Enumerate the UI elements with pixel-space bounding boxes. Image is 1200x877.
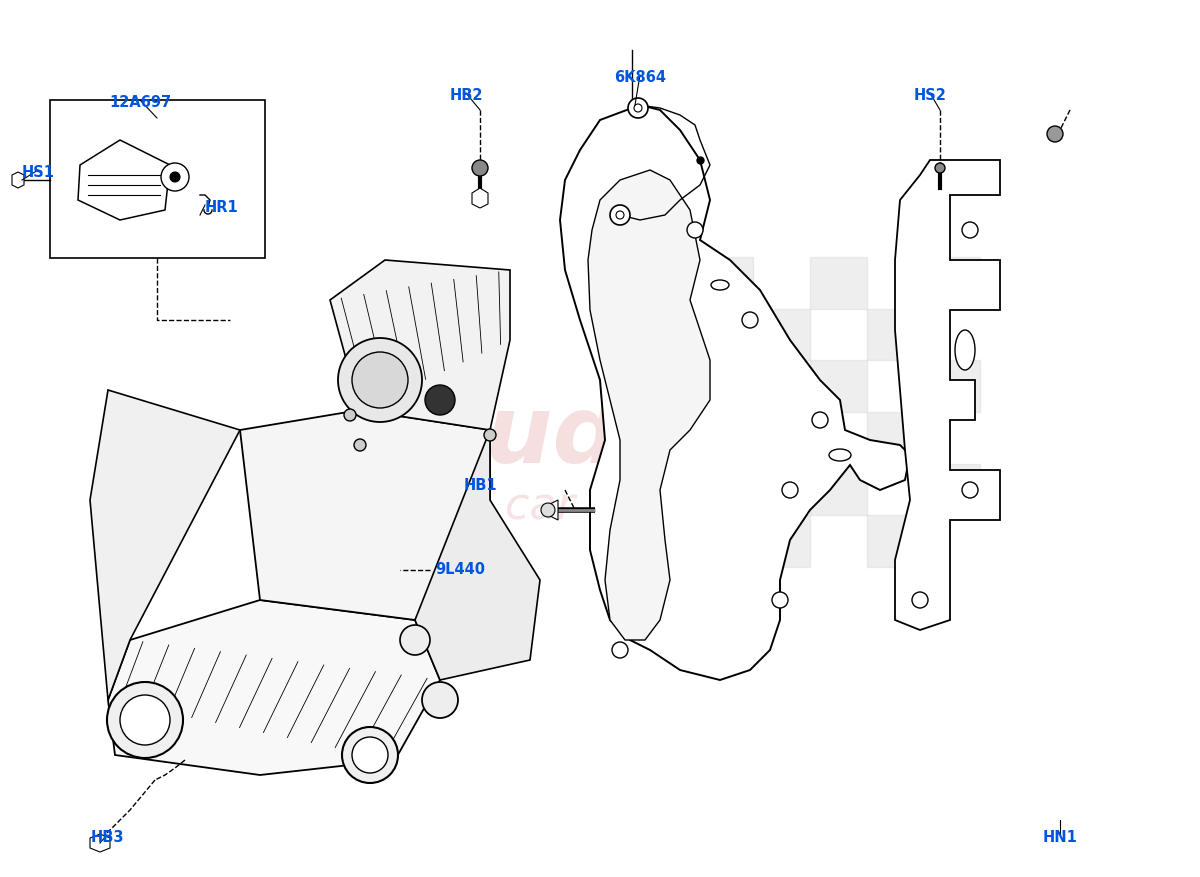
Text: 6K864: 6K864 — [614, 70, 666, 85]
Circle shape — [616, 211, 624, 219]
Text: HS1: HS1 — [22, 165, 54, 180]
Polygon shape — [90, 390, 240, 700]
Polygon shape — [330, 260, 510, 430]
Circle shape — [352, 737, 388, 773]
Polygon shape — [472, 188, 488, 208]
Bar — [697, 257, 754, 309]
Circle shape — [610, 205, 630, 225]
Circle shape — [962, 482, 978, 498]
Bar — [640, 412, 697, 464]
Ellipse shape — [710, 280, 730, 290]
Bar — [810, 257, 866, 309]
Bar — [866, 516, 923, 567]
Ellipse shape — [829, 449, 851, 461]
Circle shape — [95, 838, 106, 848]
Circle shape — [338, 338, 422, 422]
Bar — [754, 412, 810, 464]
Circle shape — [782, 482, 798, 498]
Circle shape — [935, 163, 946, 173]
Text: car  part: car part — [505, 486, 695, 529]
Circle shape — [425, 385, 455, 415]
Bar — [697, 464, 754, 516]
Text: HR1: HR1 — [205, 200, 239, 215]
Circle shape — [472, 160, 488, 176]
Bar — [640, 309, 697, 360]
Text: scuderia: scuderia — [373, 391, 827, 483]
Text: 12A697: 12A697 — [109, 95, 172, 110]
Text: HB2: HB2 — [449, 88, 482, 103]
Text: HB3: HB3 — [90, 830, 124, 845]
Circle shape — [170, 172, 180, 182]
Circle shape — [1046, 126, 1063, 142]
Bar — [50, 100, 265, 258]
Circle shape — [342, 727, 398, 783]
Circle shape — [772, 592, 788, 608]
Bar — [810, 464, 866, 516]
Polygon shape — [240, 410, 490, 620]
Polygon shape — [12, 172, 24, 188]
Bar — [866, 412, 923, 464]
Circle shape — [541, 503, 554, 517]
Circle shape — [344, 409, 356, 421]
Polygon shape — [895, 160, 1000, 630]
Circle shape — [400, 625, 430, 655]
Text: HB1: HB1 — [463, 478, 497, 493]
Circle shape — [120, 695, 170, 745]
Circle shape — [812, 412, 828, 428]
Polygon shape — [90, 834, 110, 852]
Circle shape — [354, 439, 366, 451]
Circle shape — [628, 98, 648, 118]
Circle shape — [13, 175, 23, 185]
Circle shape — [634, 104, 642, 112]
Bar — [923, 464, 980, 516]
Circle shape — [612, 642, 628, 658]
Circle shape — [422, 682, 458, 718]
Bar — [923, 360, 980, 412]
Polygon shape — [78, 140, 170, 220]
Circle shape — [107, 682, 182, 758]
Polygon shape — [548, 500, 558, 520]
Bar — [866, 309, 923, 360]
Polygon shape — [560, 105, 910, 680]
Ellipse shape — [955, 330, 974, 370]
Circle shape — [484, 429, 496, 441]
Bar — [754, 309, 810, 360]
Text: HN1: HN1 — [1043, 830, 1078, 845]
Circle shape — [352, 352, 408, 408]
Bar — [923, 257, 980, 309]
Circle shape — [962, 222, 978, 238]
Circle shape — [686, 222, 703, 238]
Bar — [640, 516, 697, 567]
Bar — [697, 360, 754, 412]
Polygon shape — [588, 170, 710, 640]
Circle shape — [161, 163, 190, 191]
Polygon shape — [108, 600, 440, 775]
Circle shape — [912, 592, 928, 608]
Text: 9L440: 9L440 — [436, 562, 485, 577]
Circle shape — [742, 312, 758, 328]
Bar — [754, 516, 810, 567]
Bar — [810, 360, 866, 412]
Text: HS2: HS2 — [913, 88, 947, 103]
Polygon shape — [415, 430, 540, 680]
